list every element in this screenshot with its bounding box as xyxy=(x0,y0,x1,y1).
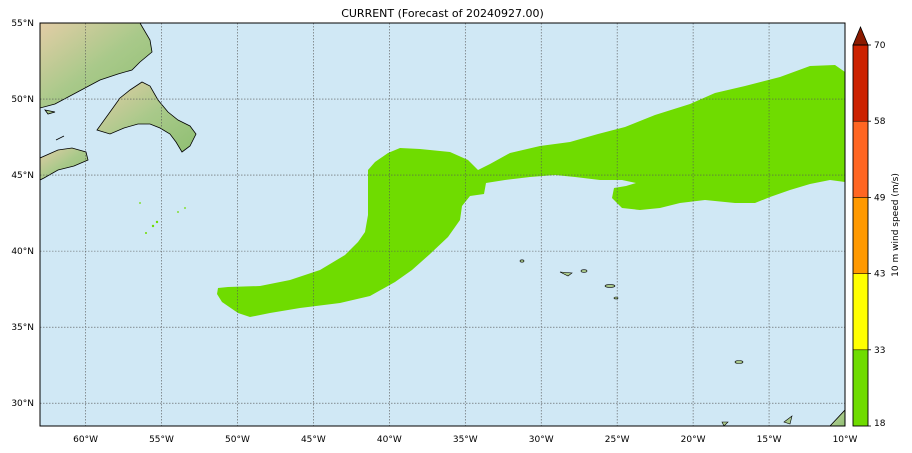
wind-speckle xyxy=(139,202,141,204)
colorbar-segment xyxy=(852,44,869,122)
azores-island xyxy=(580,269,588,273)
madeira-island xyxy=(734,360,744,364)
colorbar-tick-label: 70 xyxy=(874,41,886,51)
colorbar-segment xyxy=(852,197,869,274)
longitude-tick-label: 45°W xyxy=(301,435,326,445)
land-masses xyxy=(40,23,845,426)
colorbar-label: 10 m wind speed (m/s) xyxy=(891,173,901,277)
wind-speed-field xyxy=(139,65,845,317)
longitude-tick-label: 10°W xyxy=(833,435,858,445)
colorbar-tick-label: 58 xyxy=(874,117,886,127)
longitude-tick-label: 60°W xyxy=(73,435,98,445)
colorbar-segment xyxy=(852,273,869,351)
canary-islands xyxy=(783,415,793,425)
africa-coast xyxy=(829,409,845,426)
colorbar-tick-label: 49 xyxy=(874,193,886,203)
map-frame xyxy=(39,22,846,427)
wind-speckle xyxy=(145,232,147,234)
longitude-tick-label: 55°W xyxy=(149,435,174,445)
longitude-labels: 60°W 55°W 50°W 45°W 40°W 35°W 30°W 25°W 20°W 15°W… xyxy=(73,435,857,445)
latitude-labels: 55°N 50°N 45°N 40°N 35°N 30°N xyxy=(11,19,34,409)
nova-scotia xyxy=(40,147,89,181)
newfoundland-island xyxy=(96,81,197,153)
colorbar-segment xyxy=(852,349,869,427)
wind-speckle xyxy=(184,207,186,209)
colorbar: 18 33 43 49 58 70 10 m wind speed (m/s) xyxy=(852,25,901,429)
small-island-1 xyxy=(55,135,65,141)
map-title: CURRENT (Forecast of 20240927.00) xyxy=(341,7,544,20)
longitude-tick-label: 25°W xyxy=(605,435,630,445)
azores-island xyxy=(519,259,525,263)
wind-speckle xyxy=(151,224,155,228)
azores-island xyxy=(559,271,573,277)
wind-speed-contour-18-33 xyxy=(217,65,845,317)
labrador-coast xyxy=(40,23,153,109)
longitude-tick-label: 20°W xyxy=(681,435,706,445)
latitude-tick-label: 35°N xyxy=(11,323,34,333)
longitude-tick-label: 15°W xyxy=(757,435,782,445)
latitude-tick-label: 50°N xyxy=(11,95,34,105)
small-island-2 xyxy=(44,109,56,115)
wind-speckle xyxy=(155,220,159,224)
colorbar-tick-label: 18 xyxy=(874,419,886,429)
colorbar-tick-label: 43 xyxy=(874,270,885,280)
longitude-tick-label: 35°W xyxy=(453,435,478,445)
latitude-tick-label: 40°N xyxy=(11,247,34,257)
azores-island xyxy=(604,284,616,288)
wind-speckle xyxy=(177,211,179,213)
longitude-tick-label: 50°W xyxy=(225,435,250,445)
longitude-tick-label: 40°W xyxy=(377,435,402,445)
colorbar-tick-label: 33 xyxy=(874,346,885,356)
colorbar-extend-arrow xyxy=(852,25,869,46)
latitude-tick-label: 55°N xyxy=(11,19,34,29)
latitude-tick-label: 30°N xyxy=(11,399,34,409)
colorbar-frame xyxy=(852,44,869,427)
longitude-tick-label: 30°W xyxy=(529,435,554,445)
small-island xyxy=(721,421,729,426)
colorbar-segment xyxy=(852,120,869,198)
latitude-tick-label: 45°N xyxy=(11,171,34,181)
